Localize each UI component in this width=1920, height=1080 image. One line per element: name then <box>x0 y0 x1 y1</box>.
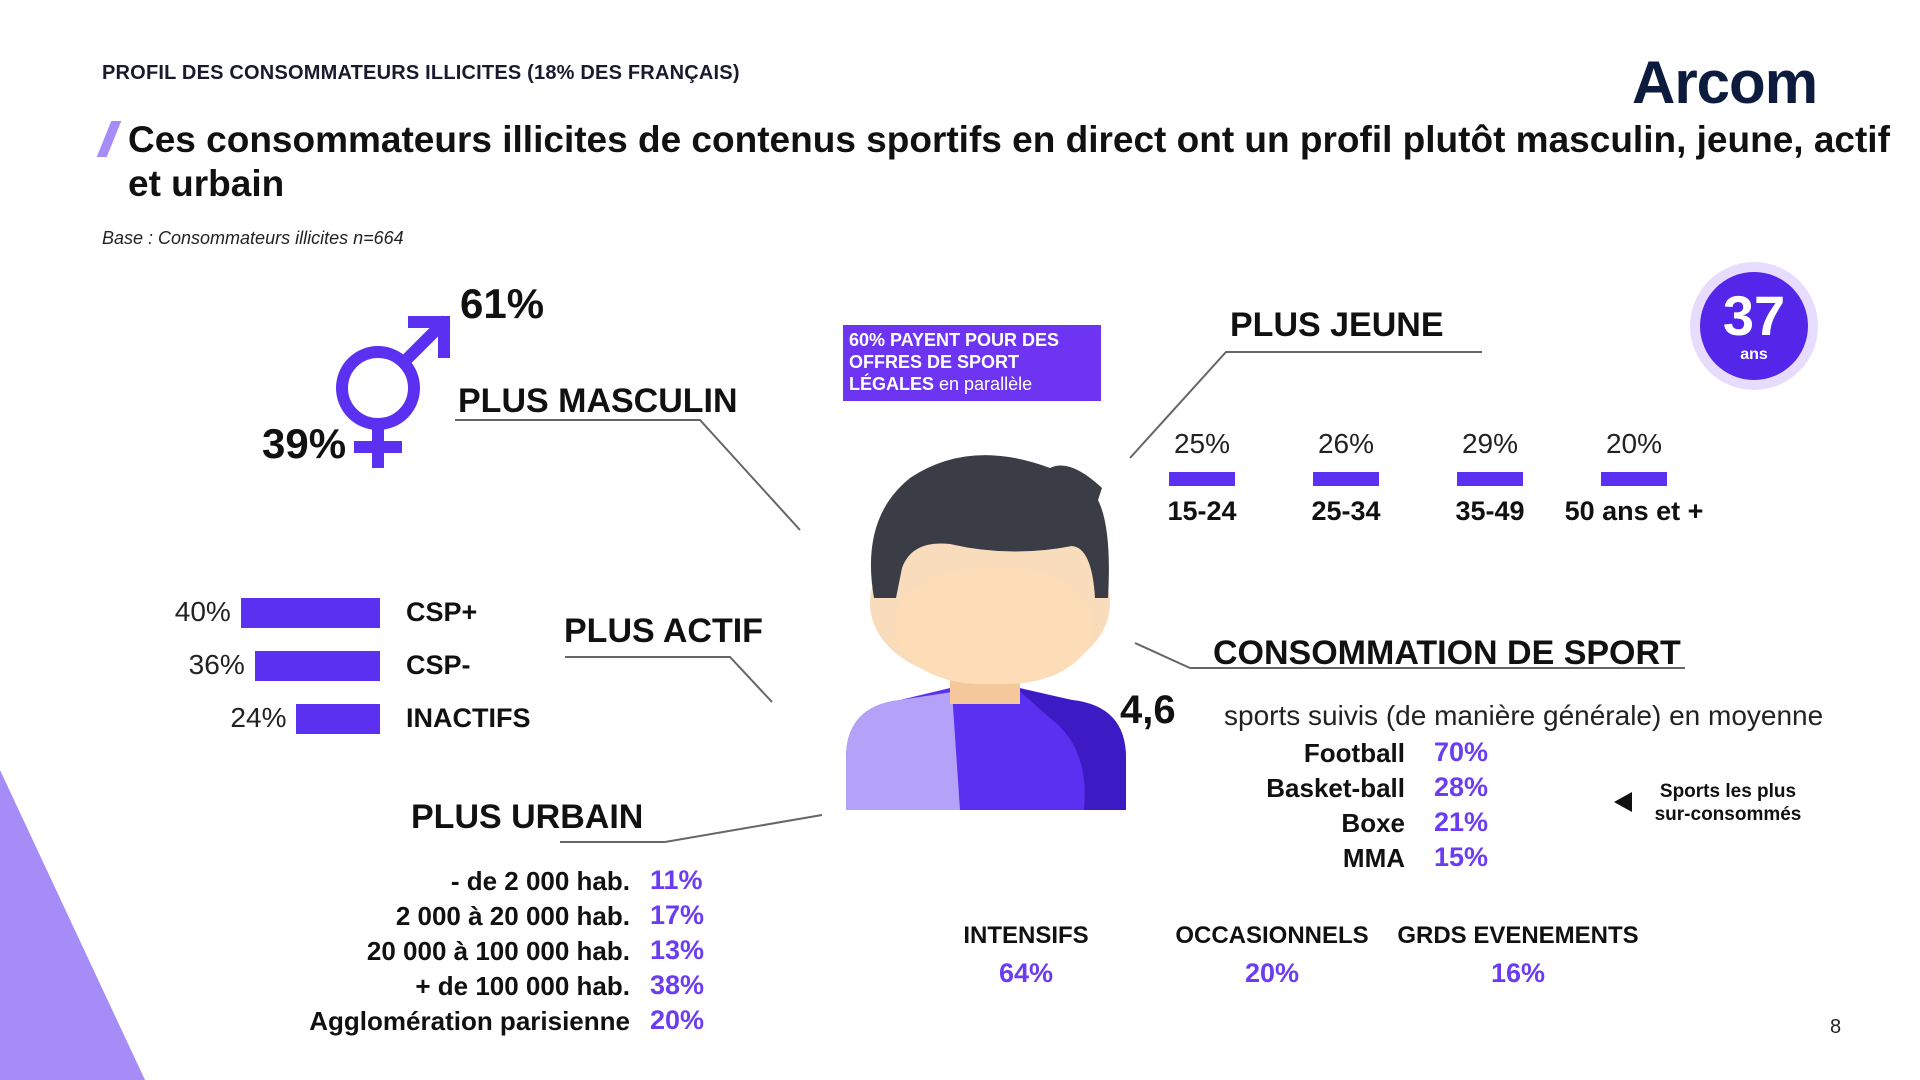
urban-row-label: 2 000 à 20 000 hab. <box>395 901 630 931</box>
age-group-label: 35-49 <box>1455 496 1525 526</box>
age-group-pct: 29% <box>1461 428 1519 459</box>
sport-pct: 28% <box>1434 772 1489 802</box>
activity-bar <box>296 704 380 734</box>
profile-label: INTENSIFS <box>963 922 1089 949</box>
activity-pct: 40% <box>174 596 231 627</box>
activity-label: CSP+ <box>406 597 478 627</box>
urban-row-label: 20 000 à 100 000 hab. <box>366 936 630 966</box>
sport-label: Football <box>1303 738 1405 768</box>
decorative-corner-triangle <box>0 770 145 1080</box>
line-actif <box>565 656 773 703</box>
profile-pct: 20% <box>1244 958 1300 988</box>
activity-pct: 36% <box>188 649 245 680</box>
page-number: 8 <box>1830 1016 1842 1038</box>
activity-label: CSP- <box>406 650 471 680</box>
age-group-bar <box>1169 472 1235 486</box>
activity-bar <box>254 651 380 681</box>
arcom-logo: Arcom <box>1632 48 1818 117</box>
age-group-bar <box>1457 472 1523 486</box>
average-age-badge: 37 ans <box>1700 272 1808 380</box>
logo-text: Arcom <box>1632 49 1818 116</box>
urban-row-pct: 17% <box>650 900 705 930</box>
sport-label: Boxe <box>1341 808 1405 838</box>
base-note: Base : Consommateurs illicites n=664 <box>102 228 404 248</box>
activity-pct: 24% <box>230 702 287 733</box>
profile-pct: 64% <box>998 958 1054 988</box>
urban-row-pct: 38% <box>650 970 705 1000</box>
over-consumed-note: Sports les plus sur-consommés <box>1640 780 1816 826</box>
urban-row-label: Agglomération parisienne <box>309 1006 630 1036</box>
sport-pct: 15% <box>1434 842 1489 872</box>
section-sport: CONSOMMATION DE SPORT <box>1213 634 1681 672</box>
sport-pct: 70% <box>1434 737 1489 767</box>
note-line-2: sur-consommés <box>1654 804 1802 825</box>
gender-male-female-icon <box>336 315 451 468</box>
slide-title: Ces consommateurs illicites de contenus … <box>128 119 1890 204</box>
callout-line-2: OFFRES DE SPORT <box>849 352 1020 372</box>
activity-bar <box>240 598 380 628</box>
urban-row-pct: 20% <box>650 1005 705 1035</box>
urban-row-label: + de 100 000 hab. <box>415 971 630 1001</box>
line-jeune <box>1129 351 1482 459</box>
sports-average-text: sports suivis (de manière générale) en m… <box>1224 700 1824 731</box>
profile-label: GRDS EVENEMENTS <box>1397 922 1639 949</box>
age-group-pct: 20% <box>1605 428 1663 459</box>
urban-row-label: - de 2 000 hab. <box>450 866 630 896</box>
average-age-unit: ans <box>1740 346 1768 363</box>
line-sport <box>1134 642 1685 669</box>
age-group-bar <box>1601 472 1667 486</box>
sport-label: Basket-ball <box>1266 773 1405 803</box>
age-group-pct: 26% <box>1317 428 1375 459</box>
age-group-label: 50 ans et + <box>1564 496 1704 526</box>
sport-label: MMA <box>1342 843 1405 873</box>
slide-kicker: PROFIL DES CONSOMMATEURS ILLICITES (18% … <box>102 62 740 84</box>
profile-pct: 16% <box>1490 958 1546 988</box>
line-urbain <box>560 814 823 843</box>
profile-label: OCCASIONNELS <box>1175 922 1369 949</box>
note-line-1: Sports les plus <box>1659 781 1797 802</box>
callout-line-3-bold: LÉGALES <box>849 374 935 394</box>
age-group-bar <box>1313 472 1379 486</box>
pointer-left-icon <box>1614 792 1632 812</box>
average-age-value: 37 <box>1722 284 1786 347</box>
section-actif: PLUS ACTIF <box>564 612 763 650</box>
callout-line-3-rest: en parallèle <box>934 374 1033 394</box>
line-masculin <box>455 419 801 531</box>
callout-line-1: 60% PAYENT POUR DES <box>849 330 1060 350</box>
age-group-label: 15-24 <box>1167 496 1237 526</box>
section-masculin: PLUS MASCULIN <box>458 382 738 420</box>
person-illustration <box>846 455 1126 810</box>
male-percentage: 61% <box>460 280 545 327</box>
age-group-label: 25-34 <box>1311 496 1381 526</box>
sports-average-value: 4,6 <box>1120 688 1176 732</box>
urban-row-pct: 11% <box>650 865 703 895</box>
urban-row-pct: 13% <box>650 935 705 965</box>
sport-pct: 21% <box>1434 807 1489 837</box>
legal-offers-callout: 60% PAYENT POUR DES OFFRES DE SPORT LÉGA… <box>843 325 1101 401</box>
section-jeune: PLUS JEUNE <box>1230 306 1444 344</box>
age-group-pct: 25% <box>1173 428 1231 459</box>
section-urbain: PLUS URBAIN <box>411 798 644 836</box>
female-percentage: 39% <box>262 420 347 467</box>
activity-label: INACTIFS <box>406 703 531 733</box>
